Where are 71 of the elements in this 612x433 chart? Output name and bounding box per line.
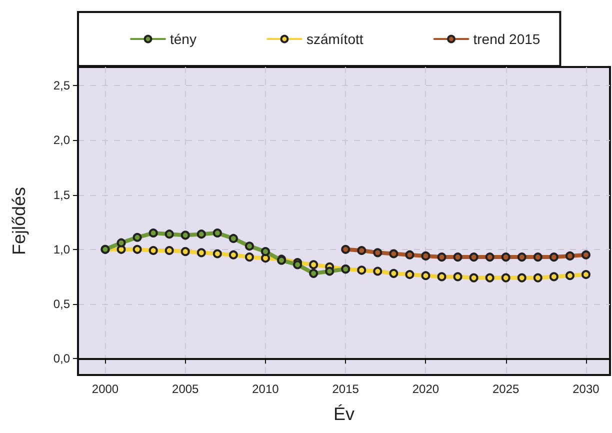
x-tick-label: 2030 <box>572 382 600 396</box>
y-tick-label: 0,5 <box>53 297 70 312</box>
y-tick-label: 1,5 <box>53 188 70 202</box>
point <box>405 270 414 280</box>
point <box>437 252 446 262</box>
legend-label: számított <box>306 31 364 47</box>
point <box>309 260 318 270</box>
point <box>244 252 254 262</box>
x-tick-label: 2000 <box>92 382 119 396</box>
point <box>260 247 270 256</box>
point <box>341 244 350 254</box>
point <box>132 244 142 254</box>
point <box>405 250 414 260</box>
point <box>180 230 190 240</box>
point <box>228 250 238 260</box>
point <box>373 266 382 276</box>
point <box>501 273 510 282</box>
point <box>469 252 478 262</box>
point <box>373 248 382 258</box>
point <box>212 249 222 258</box>
point <box>533 252 542 262</box>
point <box>148 246 158 255</box>
point <box>164 246 174 255</box>
x-tick-label: 2020 <box>412 382 440 396</box>
point <box>453 252 462 262</box>
point <box>485 252 494 262</box>
point <box>581 250 590 260</box>
point <box>148 228 158 238</box>
point <box>116 238 126 248</box>
point <box>389 249 398 258</box>
x-axis-title: Év <box>333 404 355 424</box>
point <box>549 252 558 262</box>
point <box>485 273 494 282</box>
legend-label: tény <box>170 31 196 47</box>
point <box>132 232 142 242</box>
x-tick-label: 2015 <box>332 382 360 396</box>
point <box>244 242 254 251</box>
point <box>565 251 574 260</box>
point <box>453 272 462 282</box>
point <box>293 260 302 270</box>
y-tick-label: 1,0 <box>53 242 70 256</box>
point <box>325 266 334 276</box>
point <box>180 247 190 256</box>
point <box>437 272 446 282</box>
x-tick-label: 2005 <box>172 382 200 396</box>
point <box>196 248 206 258</box>
y-tick-label: 2,5 <box>53 78 70 93</box>
point <box>309 268 318 278</box>
point <box>357 266 366 275</box>
point <box>196 230 206 239</box>
point <box>421 251 430 260</box>
x-tick-label: 2010 <box>252 382 280 396</box>
point <box>164 230 174 239</box>
point <box>549 272 558 282</box>
point <box>421 271 430 280</box>
legend-label: trend 2015 <box>473 31 540 47</box>
point <box>517 252 526 262</box>
point <box>389 268 398 278</box>
point <box>533 273 542 282</box>
point <box>581 270 590 280</box>
y-tick-label: 2,0 <box>53 133 70 148</box>
point <box>357 246 366 255</box>
point <box>469 273 478 282</box>
point <box>565 271 574 280</box>
point <box>517 273 526 282</box>
y-axis-title: Fejlődés <box>9 186 29 256</box>
point <box>501 252 510 262</box>
point <box>212 228 222 238</box>
point <box>228 234 238 243</box>
x-tick-label: 2025 <box>492 382 520 396</box>
y-tick-label: 0,0 <box>53 352 70 366</box>
